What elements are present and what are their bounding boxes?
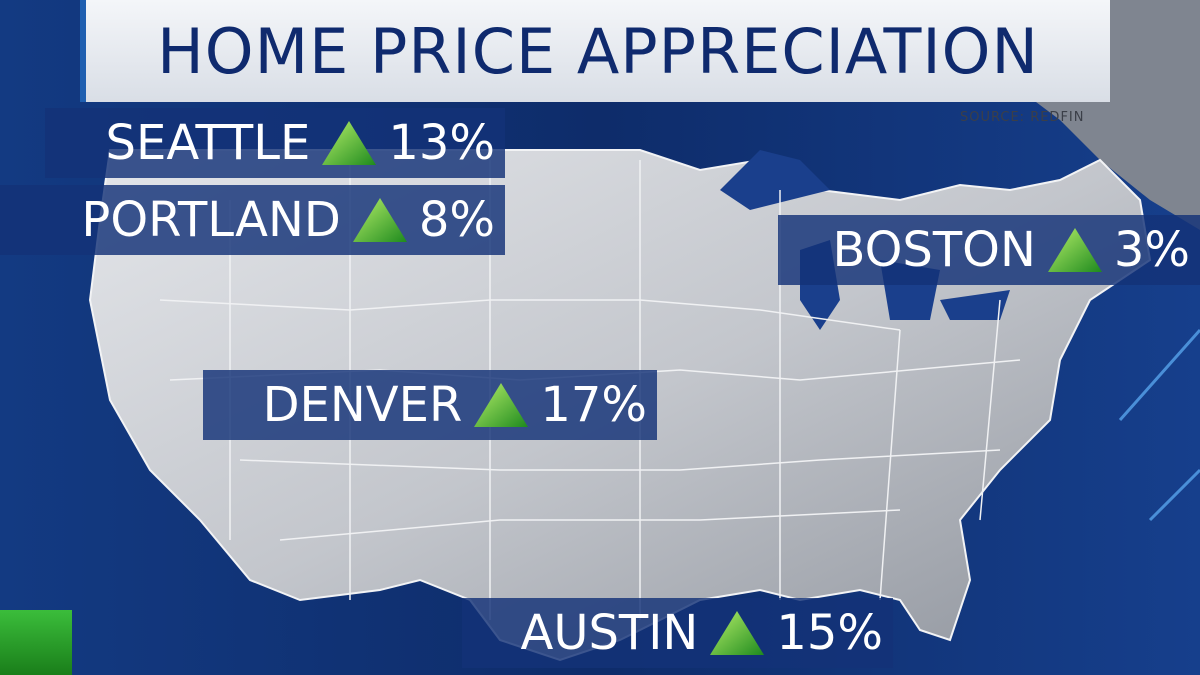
city-change: 8% xyxy=(418,192,495,248)
up-arrow xyxy=(474,383,529,427)
great-lakes xyxy=(720,150,1010,330)
corner-logo xyxy=(0,610,72,675)
city-change: 3% xyxy=(1113,222,1190,278)
city-name: AUSTIN xyxy=(520,605,699,661)
up-arrow xyxy=(322,121,377,165)
source: SOURCE: REDFIN xyxy=(960,110,1085,125)
title: HOME PRICE APPRECIATION xyxy=(157,14,1039,88)
city-name: DENVER xyxy=(262,377,463,433)
city-label: PORTLAND 8% xyxy=(0,185,505,255)
decor-lines xyxy=(1118,329,1200,522)
city-change: 13% xyxy=(388,115,495,171)
city-label: SEATTLE 13% xyxy=(45,108,505,178)
city-change: 17% xyxy=(540,377,647,433)
city-name: BOSTON xyxy=(832,222,1036,278)
title-box: HOME PRICE APPRECIATION xyxy=(80,0,1110,102)
city-name: SEATTLE xyxy=(105,115,311,171)
city-label: DENVER 17% xyxy=(203,370,657,440)
city-name: PORTLAND xyxy=(81,192,341,248)
up-arrow xyxy=(710,611,765,655)
up-arrow xyxy=(352,198,407,242)
city-change: 15% xyxy=(776,605,883,661)
canada xyxy=(900,0,1200,230)
city-label: AUSTIN 15% xyxy=(462,598,893,668)
city-label: BOSTON 3% xyxy=(778,215,1200,285)
up-arrow xyxy=(1047,228,1102,272)
